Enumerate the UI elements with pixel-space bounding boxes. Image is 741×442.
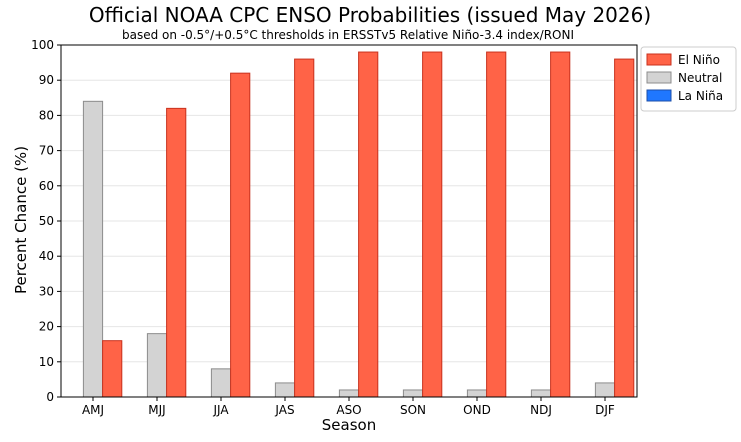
bar-neutral-ndj	[530, 389, 552, 398]
bar-el-nino-ndj	[550, 51, 571, 398]
bars	[82, 51, 635, 398]
x-tick-label: JJA	[212, 403, 229, 417]
bar-el-nino-amj	[102, 340, 123, 398]
y-tick-label: 90	[39, 73, 54, 87]
bar-el-nino-djf	[614, 58, 635, 398]
bar-el-nino-son	[422, 51, 443, 398]
bar-neutral-son	[402, 389, 424, 398]
x-tick-label: ASO	[336, 403, 361, 417]
x-tick-label: JAS	[274, 403, 294, 417]
x-tick-label: MJJ	[148, 403, 165, 417]
y-tick-label: 80	[39, 108, 54, 122]
x-axis-label: Season	[322, 416, 376, 434]
bar-neutral-jja	[210, 368, 232, 398]
y-tick-label: 100	[31, 38, 54, 52]
x-tick-label: OND	[463, 403, 491, 417]
y-tick-label: 10	[39, 355, 54, 369]
x-tick-label: NDJ	[530, 403, 552, 417]
chart-subtitle: based on -0.5°/+0.5°C thresholds in ERSS…	[122, 28, 574, 42]
bar-el-nino-ond	[486, 51, 507, 398]
bar-el-nino-aso	[358, 51, 379, 398]
legend-label-neutral: Neutral	[678, 71, 722, 85]
y-tick-label: 20	[39, 320, 54, 334]
y-tick-label: 70	[39, 144, 54, 158]
bar-neutral-amj	[82, 100, 104, 398]
bar-el-nino-jja	[230, 72, 251, 398]
x-tick-label: AMJ	[82, 403, 104, 417]
y-axis-ticks: 0 10 20 30 40 50 60 70 80 90 100	[31, 38, 61, 404]
x-tick-label: SON	[400, 403, 426, 417]
bar-neutral-djf	[594, 382, 616, 398]
legend-label-el-nino: El Niño	[678, 53, 720, 67]
legend-swatch-la-nina	[646, 89, 672, 102]
y-axis-label: Percent Chance (%)	[12, 146, 30, 294]
legend: El Niño Neutral La Niña	[640, 46, 737, 112]
bar-el-nino-jas	[294, 58, 315, 398]
legend-swatch-el-nino	[646, 53, 672, 66]
y-tick-label: 50	[39, 214, 54, 228]
bar-neutral-mjj	[146, 333, 168, 398]
legend-swatch-neutral	[646, 71, 672, 84]
chart-title: Official NOAA CPC ENSO Probabilities (is…	[89, 3, 651, 27]
bar-neutral-aso	[338, 389, 360, 398]
x-tick-label: DJF	[595, 403, 615, 417]
legend-label-la-nina: La Niña	[678, 89, 723, 103]
bar-neutral-jas	[274, 382, 296, 398]
x-axis-ticks: AMJ MJJ JJA JAS ASO SON OND NDJ DJF	[82, 397, 615, 417]
y-tick-label: 40	[39, 249, 54, 263]
y-tick-label: 60	[39, 179, 54, 193]
bar-neutral-ond	[466, 389, 488, 398]
y-tick-label: 30	[39, 284, 54, 298]
y-tick-label: 0	[46, 390, 54, 404]
bar-el-nino-mjj	[166, 107, 187, 398]
